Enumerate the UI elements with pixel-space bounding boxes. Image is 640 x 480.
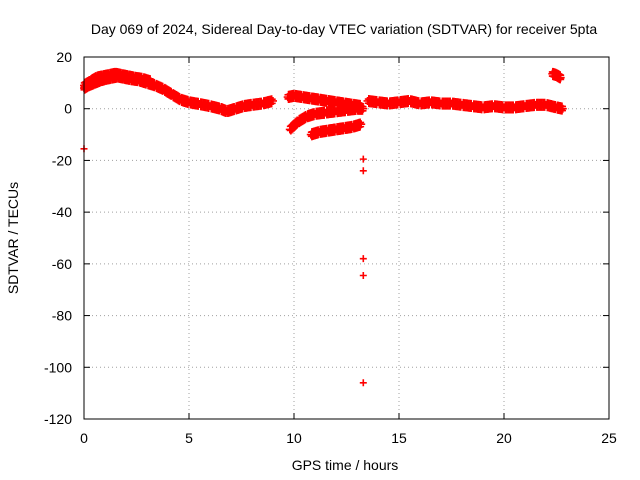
- x-tick-label: 10: [286, 430, 302, 446]
- data-point: [357, 120, 366, 129]
- x-tick-label: 20: [496, 430, 512, 446]
- grid-lines: [84, 57, 609, 419]
- x-tick-label: 0: [80, 430, 88, 446]
- y-tick-label: -80: [52, 308, 72, 324]
- data-point: [147, 77, 156, 86]
- data-point: [359, 104, 368, 113]
- data-point: [359, 155, 367, 163]
- data-point: [359, 255, 367, 263]
- data-point: [558, 104, 567, 113]
- x-axis-label: GPS time / hours: [292, 457, 399, 473]
- data-point: [359, 167, 367, 175]
- chart-title: Day 069 of 2024, Sidereal Day-to-day VTE…: [91, 21, 598, 37]
- x-tick-label: 15: [391, 430, 407, 446]
- y-tick-label: 0: [64, 101, 72, 117]
- x-tick-label: 5: [185, 430, 193, 446]
- y-tick-label: -20: [52, 152, 72, 168]
- y-tick-label: 20: [56, 49, 72, 65]
- data-point: [146, 79, 155, 88]
- x-tick-label: 25: [601, 430, 617, 446]
- data-point: [359, 379, 367, 387]
- data-point: [269, 96, 277, 105]
- data-points: [80, 67, 567, 387]
- axis-ticks: [83, 56, 610, 420]
- data-point: [359, 271, 367, 279]
- y-tick-label: -100: [44, 359, 72, 375]
- y-tick-label: -60: [52, 256, 72, 272]
- plot-frame: [83, 56, 610, 420]
- y-axis-label: SDTVAR / TECUs: [5, 182, 21, 294]
- data-point: [556, 73, 565, 82]
- y-tick-label: -120: [44, 411, 72, 427]
- tick-labels: 0 5 10 15 20 25 20 0 -20 -40 -60 -80 -100 -120: [44, 49, 617, 446]
- y-tick-label: -40: [52, 204, 72, 220]
